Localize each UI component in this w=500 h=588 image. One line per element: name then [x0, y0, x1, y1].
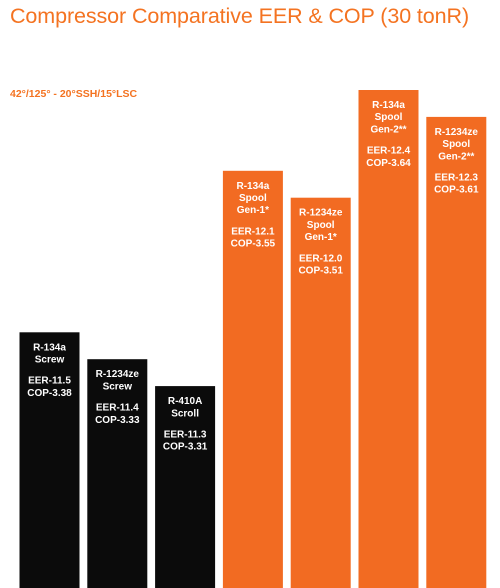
bar-label: R-134a	[33, 342, 66, 353]
bar-cop-label: COP-3.31	[163, 442, 208, 453]
bar-cop-label: COP-3.33	[95, 415, 140, 426]
bar	[222, 170, 283, 588]
bar-label: R-1234ze	[96, 369, 140, 380]
bar-cop-label: COP-3.64	[366, 158, 411, 169]
bar-eer-label: EER-12.0	[299, 253, 343, 264]
bar-label: R-134a	[372, 100, 405, 111]
bar-label: Gen-1*	[237, 205, 269, 216]
bar-eer-label: EER-12.4	[367, 146, 411, 157]
chart-subtitle: 42°/125° - 20°SSH/15°LSC	[10, 88, 138, 100]
bar-label: R-134a	[236, 181, 269, 192]
bar-label: Spool	[307, 220, 335, 231]
bar-eer-label: EER-11.4	[96, 403, 139, 414]
bar	[87, 359, 148, 588]
bar	[426, 116, 487, 588]
bar-label: Screw	[103, 381, 133, 392]
bar-eer-label: EER-12.1	[231, 226, 275, 237]
bar-label: Gen-1*	[305, 232, 337, 243]
bar-label: Spool	[375, 112, 403, 123]
bar-label: R-410A	[168, 396, 202, 407]
bar	[358, 90, 419, 588]
bar-eer-label: EER-11.5	[28, 376, 71, 387]
bar	[290, 197, 351, 588]
bar-eer-label: EER-12.3	[435, 173, 479, 184]
bar-label: Scroll	[171, 408, 199, 419]
bar	[19, 332, 80, 588]
bar-label: R-1234ze	[435, 127, 479, 138]
bar-cop-label: COP-3.61	[434, 185, 479, 196]
bar-cop-label: COP-3.51	[298, 266, 343, 277]
bar-label: Spool	[239, 193, 267, 204]
bar-label: R-1234ze	[299, 208, 343, 219]
bar-label: Gen-2**	[370, 124, 406, 135]
bar-label: Screw	[35, 355, 65, 366]
bar-label: Spool	[442, 139, 470, 150]
bar-label: Gen-2**	[438, 151, 474, 162]
bar-cop-label: COP-3.38	[27, 388, 72, 399]
bar-eer-label: EER-11.3	[164, 430, 207, 441]
bar	[155, 386, 216, 588]
bar-cop-label: COP-3.55	[231, 239, 276, 250]
chart-title: Compressor Comparative EER & COP (30 ton…	[10, 4, 470, 28]
